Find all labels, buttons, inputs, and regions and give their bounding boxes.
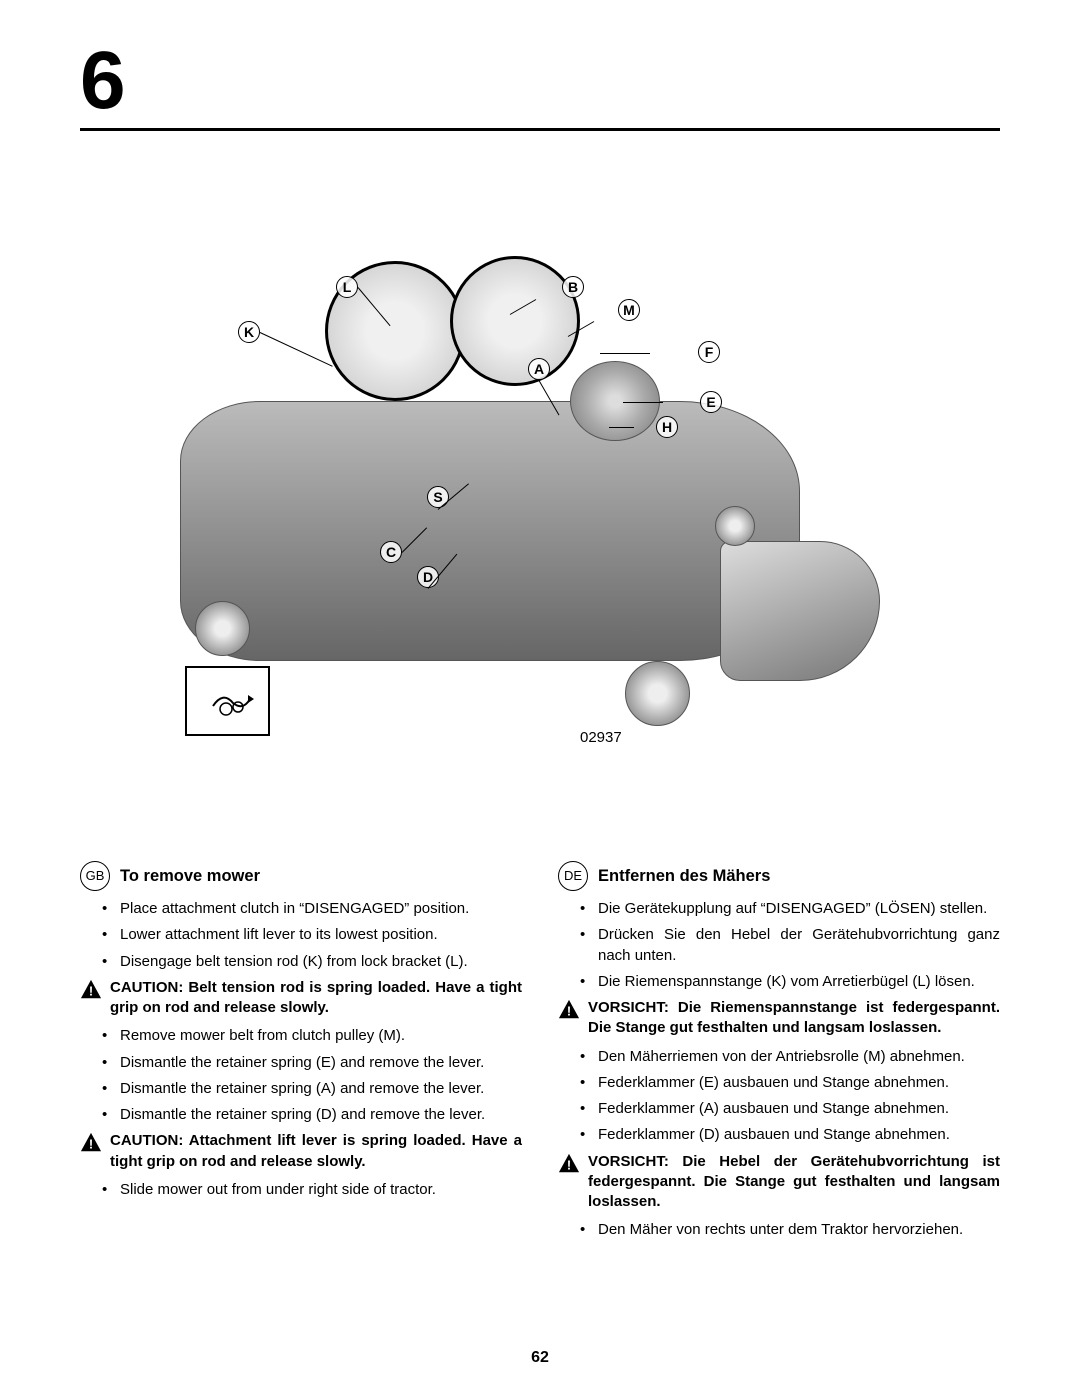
- callout-C: C: [380, 541, 402, 563]
- list-item: Federklammer (A) ausbauen und Stange abn…: [580, 1099, 1000, 1119]
- callout-K: K: [238, 321, 260, 343]
- callout-H: H: [656, 416, 678, 438]
- de-caution1: ! VORSICHT: Die Riemenspannstange ist fe…: [558, 998, 1000, 1039]
- mower-diagram: L B M K F A E H S C D 02937: [80, 161, 1000, 751]
- callout-S: S: [427, 486, 449, 508]
- de-steps1: Die Gerätekupplung auf “DISENGAGED” (LÖS…: [558, 899, 1000, 992]
- inset-detail-2: [450, 256, 580, 386]
- lang-badge-gb: GB: [80, 861, 110, 891]
- list-item: Die Riemenspannstange (K) vom Arretierbü…: [580, 972, 1000, 992]
- callout-E: E: [700, 391, 722, 413]
- callout-L: L: [336, 276, 358, 298]
- instruction-columns: GB To remove mower Place attachment clut…: [80, 861, 1000, 1247]
- heading-gb: GB To remove mower: [80, 861, 522, 891]
- wheel-front: [195, 601, 250, 656]
- wheel-rear-right: [625, 661, 690, 726]
- de-steps3: Den Mäher von rechts unter dem Traktor h…: [558, 1220, 1000, 1240]
- caution-text: CAUTION: Attachment lift lever is spring…: [110, 1131, 522, 1172]
- chapter-number: 6: [80, 40, 1000, 122]
- de-steps2: Den Mäherriemen von der Antriebsrolle (M…: [558, 1047, 1000, 1146]
- list-item: Den Mäher von rechts unter dem Traktor h…: [580, 1220, 1000, 1240]
- list-item: Dismantle the retainer spring (A) and re…: [102, 1079, 522, 1099]
- mower-deck-shape: [180, 401, 800, 661]
- list-item: Die Gerätekupplung auf “DISENGAGED” (LÖS…: [580, 899, 1000, 919]
- svg-text:!: !: [567, 1157, 571, 1172]
- callout-line: [609, 427, 634, 428]
- col-de: DE Entfernen des Mähers Die Gerätekupplu…: [558, 861, 1000, 1247]
- motor-hub: [570, 361, 660, 441]
- de-caution2: ! VORSICHT: Die Hebel der Gerätehubvorri…: [558, 1152, 1000, 1213]
- release-inset-icon: [185, 666, 270, 736]
- list-item: Remove mower belt from clutch pulley (M)…: [102, 1026, 522, 1046]
- wheel-rear-left: [715, 506, 755, 546]
- title-gb: To remove mower: [120, 865, 260, 887]
- figure-number: 02937: [580, 729, 622, 746]
- chapter-divider: [80, 128, 1000, 131]
- gb-steps1: Place attachment clutch in “DISENGAGED” …: [80, 899, 522, 972]
- warning-icon: !: [80, 979, 102, 999]
- list-item: Place attachment clutch in “DISENGAGED” …: [102, 899, 522, 919]
- callout-line: [260, 332, 333, 367]
- list-item: Den Mäherriemen von der Antriebsrolle (M…: [580, 1047, 1000, 1067]
- callout-M: M: [618, 299, 640, 321]
- list-item: Drücken Sie den Hebel der Gerätehubvorri…: [580, 925, 1000, 966]
- warning-icon: !: [558, 1153, 580, 1173]
- list-item: Lower attachment lift lever to its lowes…: [102, 925, 522, 945]
- list-item: Slide mower out from under right side of…: [102, 1180, 522, 1200]
- gb-caution1: ! CAUTION: Belt tension rod is spring lo…: [80, 978, 522, 1019]
- callout-line: [600, 353, 650, 354]
- callout-A: A: [528, 358, 550, 380]
- caution-text: CAUTION: Belt tension rod is spring load…: [110, 978, 522, 1019]
- callout-line: [623, 402, 663, 403]
- svg-text:!: !: [567, 1003, 571, 1018]
- caution-text: VORSICHT: Die Hebel der Gerätehubvorrich…: [588, 1152, 1000, 1213]
- title-de: Entfernen des Mähers: [598, 865, 770, 887]
- warning-icon: !: [80, 1132, 102, 1152]
- svg-text:!: !: [89, 1137, 93, 1152]
- svg-text:!: !: [89, 983, 93, 998]
- list-item: Disengage belt tension rod (K) from lock…: [102, 952, 522, 972]
- discharge-chute: [720, 541, 880, 681]
- warning-icon: !: [558, 999, 580, 1019]
- list-item: Federklammer (D) ausbauen und Stange abn…: [580, 1125, 1000, 1145]
- list-item: Dismantle the retainer spring (D) and re…: [102, 1105, 522, 1125]
- page-number: 62: [0, 1349, 1080, 1367]
- heading-de: DE Entfernen des Mähers: [558, 861, 1000, 891]
- caution-text: VORSICHT: Die Riemenspannstange ist fede…: [588, 998, 1000, 1039]
- col-gb: GB To remove mower Place attachment clut…: [80, 861, 522, 1247]
- gb-steps2: Remove mower belt from clutch pulley (M)…: [80, 1026, 522, 1125]
- gb-steps3: Slide mower out from under right side of…: [80, 1180, 522, 1200]
- callout-B: B: [562, 276, 584, 298]
- lang-badge-de: DE: [558, 861, 588, 891]
- list-item: Dismantle the retainer spring (E) and re…: [102, 1053, 522, 1073]
- list-item: Federklammer (E) ausbauen und Stange abn…: [580, 1073, 1000, 1093]
- gb-caution2: ! CAUTION: Attachment lift lever is spri…: [80, 1131, 522, 1172]
- callout-F: F: [698, 341, 720, 363]
